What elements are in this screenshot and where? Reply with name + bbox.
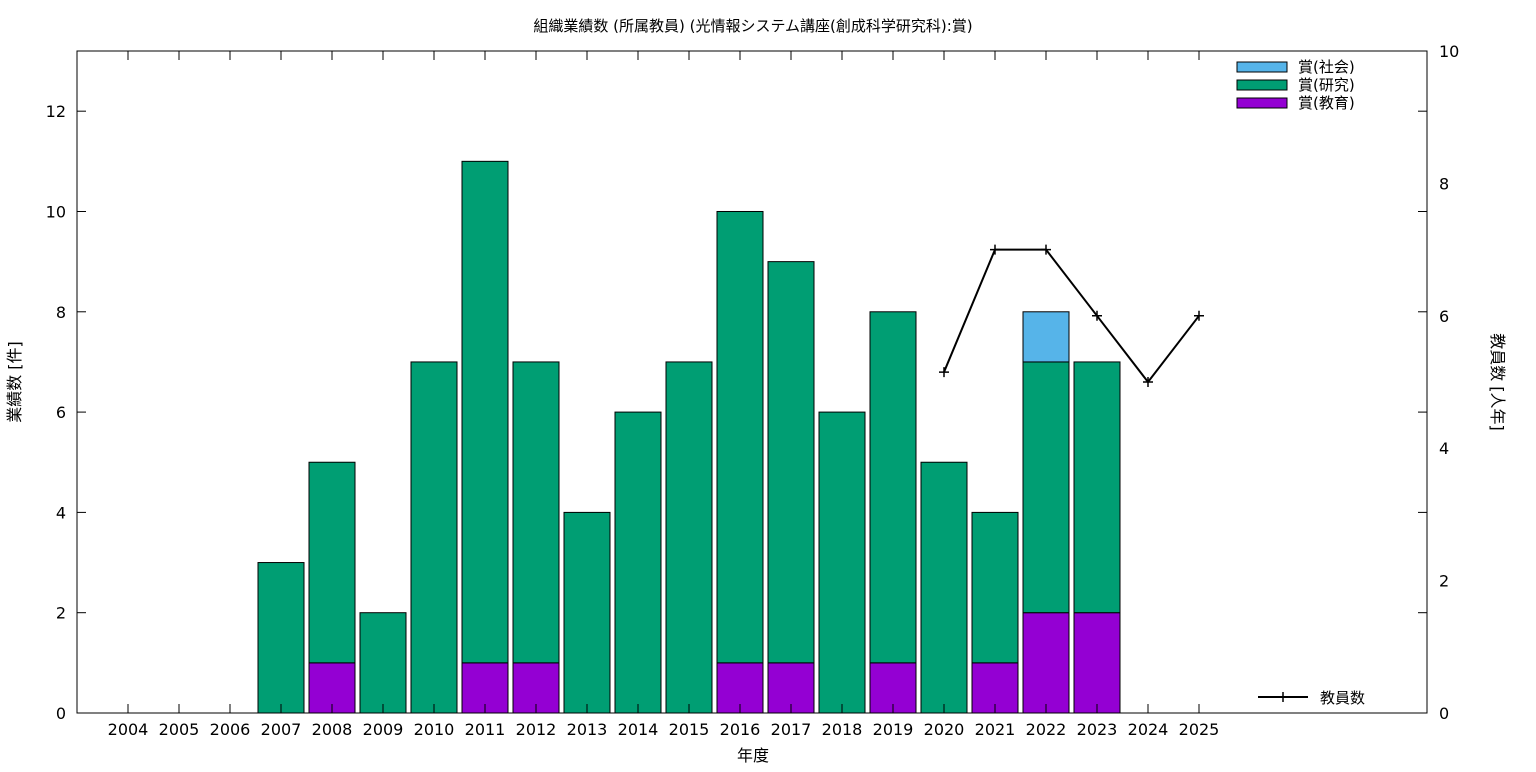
- x-tick-label-2022: 2022: [1026, 720, 1067, 739]
- bar-2011-series-1: [461, 160, 509, 664]
- x-axis-ticks: 2004 2005 2006 2007 2008 2009 2010 2011 2012 2013…: [108, 51, 1220, 739]
- bar-2014-series-1: [614, 411, 662, 714]
- line-legend: 教員数: [1258, 689, 1365, 707]
- y2-axis-ticks: 0 2 4 6 8 10: [1439, 42, 1459, 723]
- y2-tick-label-8: 8: [1439, 174, 1449, 193]
- x-tick-label-2020: 2020: [924, 720, 965, 739]
- legend-swatch-2: [1236, 97, 1288, 109]
- x-tick-label-2014: 2014: [618, 720, 659, 739]
- y-tick-label-2: 2: [56, 604, 66, 623]
- x-tick-label-2017: 2017: [771, 720, 812, 739]
- y-tick-label-8: 8: [56, 303, 66, 322]
- chart-title: 組織業績数 (所属教員) (光情報システム講座(創成科学研究科):賞): [533, 17, 972, 35]
- legend-swatch-1: [1236, 79, 1288, 91]
- y2-tick-label-4: 4: [1439, 439, 1449, 458]
- bar-2007-series-1: [257, 562, 305, 714]
- x-tick-label-2012: 2012: [516, 720, 557, 739]
- bar-2021-series-1: [971, 511, 1019, 664]
- bar-2008-series-1: [308, 461, 356, 664]
- y-tick-label-12: 12: [46, 102, 66, 121]
- bar-2009-series-1: [359, 612, 407, 714]
- line-group: [939, 244, 1204, 387]
- bar-2012-series-1: [512, 361, 560, 664]
- x-axis-label: 年度: [737, 746, 769, 765]
- legend-line-label: 教員数: [1320, 689, 1365, 707]
- x-tick-label-2024: 2024: [1128, 720, 1169, 739]
- y2-tick-label-10: 10: [1439, 42, 1459, 61]
- bar-2018-series-1: [818, 411, 866, 714]
- x-tick-label-2019: 2019: [873, 720, 914, 739]
- y-tick-label-10: 10: [46, 202, 66, 221]
- legend-label-1: 賞(研究): [1298, 76, 1355, 94]
- line-point-2022: [1041, 244, 1051, 255]
- x-tick-label-2016: 2016: [720, 720, 761, 739]
- x-tick-label-2013: 2013: [567, 720, 608, 739]
- bar-2023-series-0: [1073, 612, 1121, 714]
- y-axis-ticks: 0 2 4 6 8 10 12: [46, 102, 1427, 723]
- bar-2016-series-1: [716, 210, 764, 664]
- x-tick-label-2025: 2025: [1179, 720, 1220, 739]
- bar-2013-series-1: [563, 511, 611, 714]
- y-tick-label-6: 6: [56, 403, 66, 422]
- line-point-2024: [1143, 377, 1153, 387]
- y-tick-label-4: 4: [56, 503, 66, 522]
- plot-frame: [76, 50, 1428, 714]
- line-series-staff: [943, 248, 1200, 384]
- x-tick-label-2021: 2021: [975, 720, 1016, 739]
- line-point-2023: [1092, 310, 1102, 321]
- y2-tick-label-2: 2: [1439, 572, 1449, 591]
- x-tick-label-2018: 2018: [822, 720, 863, 739]
- x-tick-label-2007: 2007: [261, 720, 302, 739]
- legend: 賞(社会)賞(研究)賞(教育): [1236, 58, 1355, 112]
- x-tick-label-2004: 2004: [108, 720, 149, 739]
- x-tick-label-2008: 2008: [312, 720, 353, 739]
- legend-label-0: 賞(社会): [1298, 58, 1355, 76]
- y-axis-label: 業績数 [件]: [5, 341, 24, 423]
- bar-2020-series-1: [920, 461, 968, 714]
- bar-2022-series-2: [1022, 311, 1070, 363]
- bar-2015-series-1: [665, 361, 713, 714]
- y2-tick-label-6: 6: [1439, 307, 1449, 326]
- line-point-2025: [1194, 310, 1204, 321]
- y2-tick-label-0: 0: [1439, 704, 1449, 723]
- bar-2019-series-1: [869, 311, 917, 664]
- x-tick-label-2023: 2023: [1077, 720, 1118, 739]
- bar-2022-series-0: [1022, 612, 1070, 714]
- bar-2022-series-1: [1022, 361, 1070, 614]
- x-tick-label-2010: 2010: [414, 720, 455, 739]
- x-tick-label-2005: 2005: [159, 720, 200, 739]
- legend-label-2: 賞(教育): [1298, 94, 1355, 112]
- bars-group: [257, 160, 1121, 714]
- y-tick-label-0: 0: [56, 704, 66, 723]
- bar-2017-series-1: [767, 261, 815, 664]
- line-point-2020: [939, 367, 949, 378]
- bar-2023-series-1: [1073, 361, 1121, 614]
- y2-axis-label: 教員数 [人年]: [1488, 333, 1507, 431]
- legend-swatch-0: [1236, 61, 1288, 73]
- bar-2010-series-1: [410, 361, 458, 714]
- line-point-2021: [990, 244, 1000, 255]
- x-tick-label-2006: 2006: [210, 720, 251, 739]
- x-tick-label-2015: 2015: [669, 720, 710, 739]
- x-tick-label-2009: 2009: [363, 720, 404, 739]
- x-tick-label-2011: 2011: [465, 720, 506, 739]
